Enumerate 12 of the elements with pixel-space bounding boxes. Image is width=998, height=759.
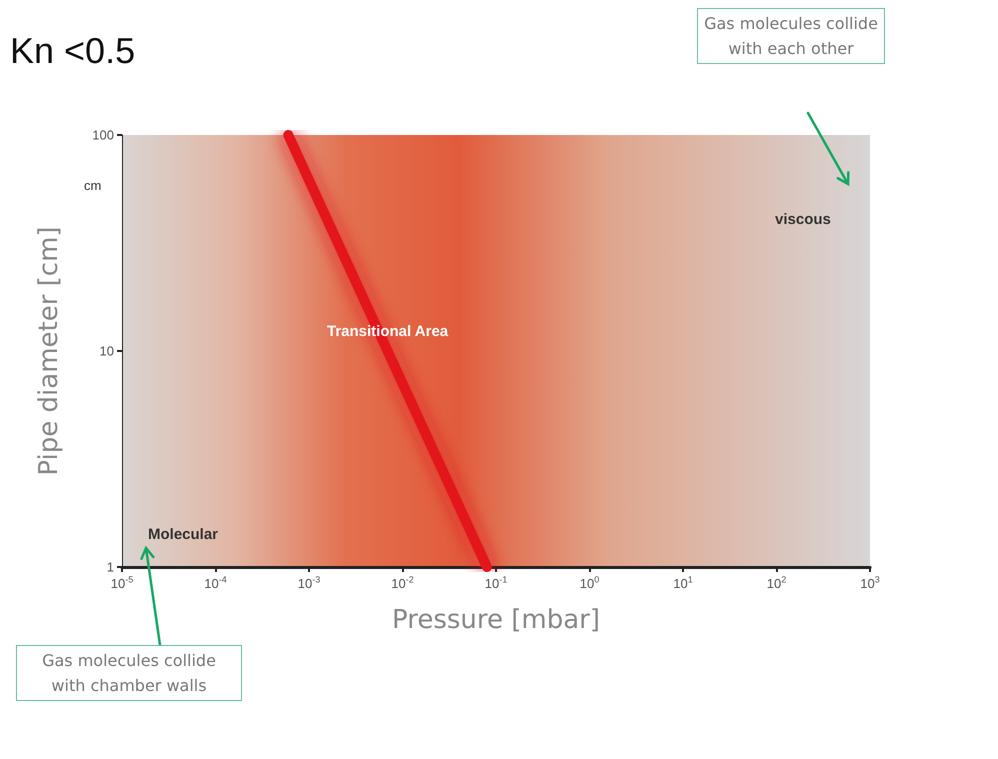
y-axis-title: Pipe diameter [cm]: [34, 226, 64, 476]
annotation: Transitional Area: [327, 323, 448, 340]
annotation: Molecular: [148, 526, 218, 543]
x-axis-title: Pressure [mbar]: [392, 605, 600, 635]
text: Gas molecules collide with chamber walls: [16, 645, 242, 701]
y-tick-label: 1: [106, 560, 114, 574]
y-tick-label: 10: [100, 344, 114, 358]
chart-title: Kn <0.5: [10, 30, 136, 72]
text: Gas molecules collide with each other: [697, 8, 885, 64]
y-tick-label: 100: [92, 128, 114, 142]
text: cm: [84, 178, 102, 193]
annotation: viscous: [775, 211, 831, 228]
